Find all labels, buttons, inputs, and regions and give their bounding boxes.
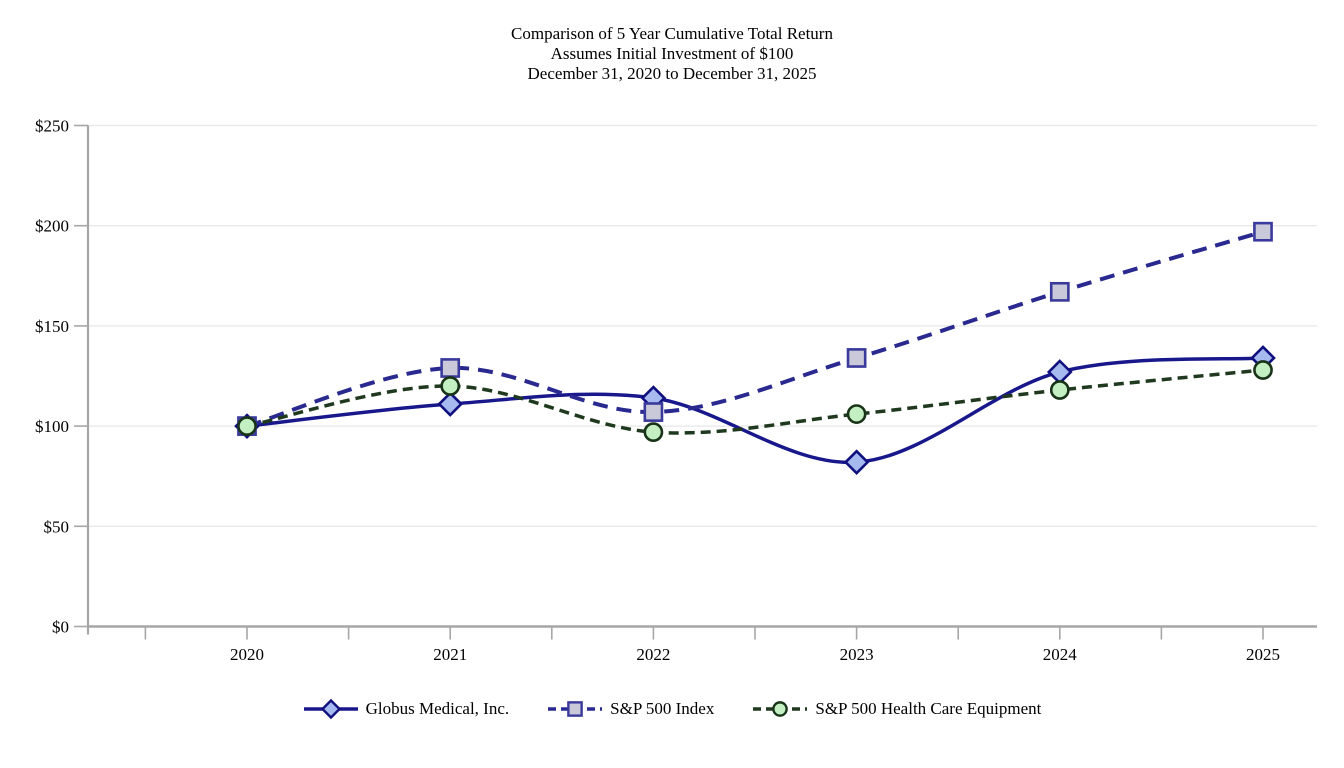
chart-title-line-3: December 31, 2020 to December 31, 2025 [527, 64, 817, 83]
circle-marker-s-p-500-health-care-equipment-2023 [846, 404, 867, 424]
diamond-marker-globus-medical-inc-2023 [843, 449, 870, 476]
y-axis-label-150: $150 [35, 317, 69, 336]
legend-swatch-sp500-health-care [753, 701, 808, 717]
y-axis-label-100: $100 [35, 417, 69, 436]
square-marker-legend [567, 701, 583, 717]
x-axis-label-2025: 2025 [1246, 645, 1280, 664]
circle-marker-legend [772, 701, 789, 717]
square-marker-s-p-500-index-2021 [440, 358, 461, 378]
legend-item-sp500-index: S&P 500 Index [547, 698, 714, 720]
chart-legend: Globus Medical, Inc. S&P 500 Index S&P 5… [0, 698, 1344, 720]
chart-title: Comparison of 5 Year Cumulative Total Re… [0, 24, 1344, 84]
circle-marker-s-p-500-health-care-equipment-2024 [1049, 380, 1070, 400]
x-axis-label-2022: 2022 [636, 645, 670, 664]
circle-marker-s-p-500-health-care-equipment-2022 [643, 422, 664, 442]
legend-swatch-sp500-index [548, 701, 603, 717]
legend-swatch-globus-medical [303, 698, 358, 720]
legend-item-globus-medical: Globus Medical, Inc. [303, 698, 510, 720]
legend-label: S&P 500 Health Care Equipment [815, 699, 1042, 718]
globus-medical-inc-line [246, 356, 1264, 465]
x-axis-label-2023: 2023 [840, 645, 874, 664]
diamond-marker-globus-medical-inc-2024 [1046, 359, 1073, 385]
circle-marker-s-p-500-health-care-equipment-2025 [1253, 360, 1273, 380]
square-marker-s-p-500-index-2023 [846, 348, 867, 368]
x-axis-label-2021: 2021 [433, 645, 467, 664]
square-marker-s-p-500-index-2022 [643, 402, 664, 422]
diamond-marker-legend [320, 698, 341, 720]
diamond-marker-globus-medical-inc-2021 [437, 391, 464, 417]
chart-title-line-1: Comparison of 5 Year Cumulative Total Re… [511, 24, 833, 43]
y-axis-label-250: $250 [35, 117, 69, 136]
legend-label: Globus Medical, Inc. [365, 699, 510, 718]
circle-marker-s-p-500-health-care-equipment-2020 [237, 416, 257, 436]
s-p-500-index-line [246, 229, 1264, 429]
y-axis-label-0: $0 [52, 618, 69, 637]
y-axis-label-50: $50 [44, 517, 70, 536]
square-marker-s-p-500-index-2024 [1049, 281, 1070, 302]
chart-title-line-2: Assumes Initial Investment of $100 [550, 44, 794, 63]
s-p-500-health-care-equipment-line [246, 368, 1264, 435]
square-marker-s-p-500-index-2025 [1253, 221, 1273, 242]
circle-marker-s-p-500-health-care-equipment-2021 [440, 376, 461, 396]
legend-item-sp500-health-care: S&P 500 Health Care Equipment [752, 698, 1041, 720]
legend-label: S&P 500 Index [610, 699, 715, 718]
y-axis-label-200: $200 [35, 217, 69, 236]
x-axis-label-2020: 2020 [230, 645, 264, 664]
x-axis-label-2024: 2024 [1043, 645, 1078, 664]
